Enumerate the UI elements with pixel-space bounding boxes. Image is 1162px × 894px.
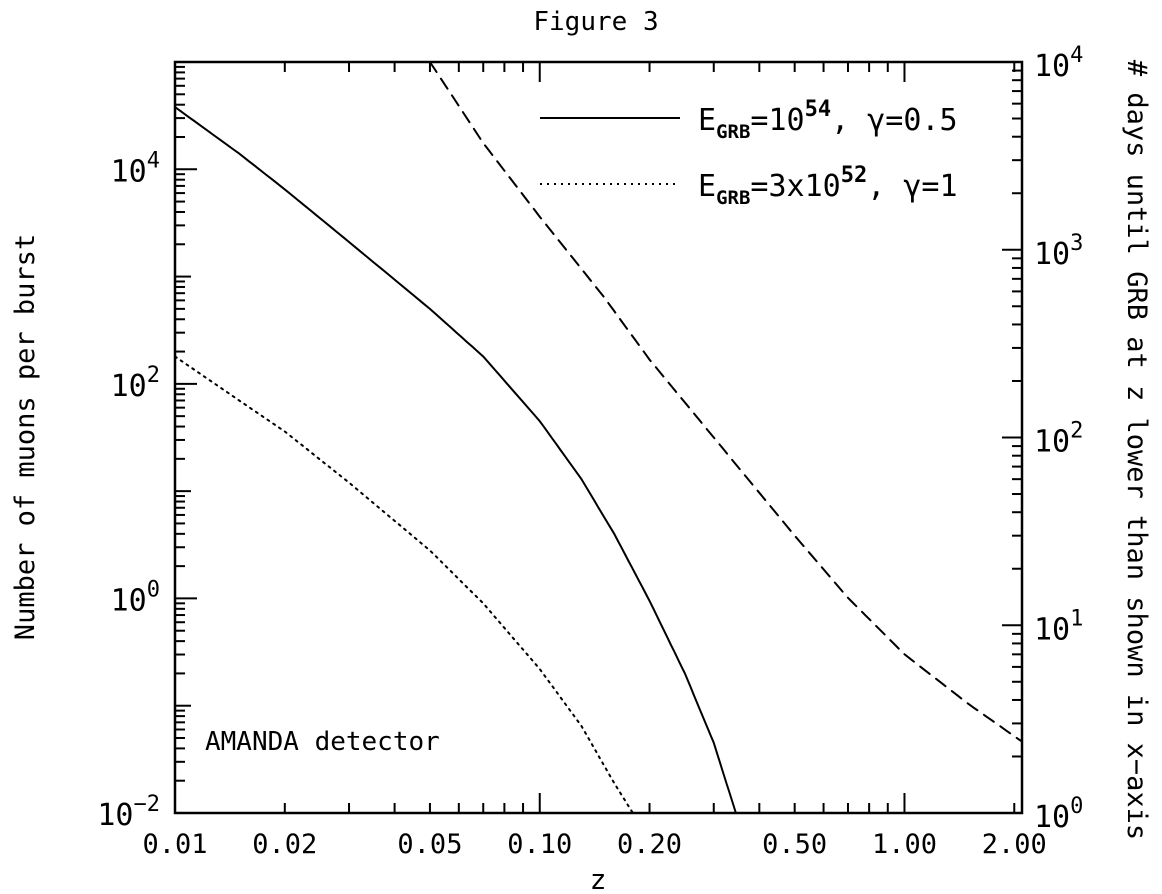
y-tick-label: 100 <box>111 577 160 618</box>
x-tick-label: 0.05 <box>397 829 462 860</box>
y2-tick-label: 100 <box>1034 794 1083 835</box>
legend-label: EGRB=3x1052, γ=1 <box>698 163 958 209</box>
y2-tick-label: 102 <box>1034 419 1083 460</box>
y-tick-label: 10−2 <box>97 792 160 833</box>
x-tick-label: 2.00 <box>982 829 1047 860</box>
x-tick-label: 0.02 <box>252 829 317 860</box>
series-lines <box>174 61 1023 814</box>
y-tick-label: 102 <box>111 363 160 404</box>
y2-tick-label: 104 <box>1034 43 1083 84</box>
series-line-solid <box>174 106 737 814</box>
x-tick-label: 1.00 <box>872 829 937 860</box>
legend-label: EGRB=1054, γ=0.5 <box>698 97 958 143</box>
chart-title: Figure 3 <box>533 7 658 37</box>
y2-tick-label: 103 <box>1034 231 1083 272</box>
series-line-dotted <box>174 355 634 814</box>
x-tick-label: 0.50 <box>762 829 827 860</box>
legend: EGRB=1054, γ=0.5 EGRB=3x1052, γ=1 <box>540 97 958 209</box>
x-tick-label: 0.01 <box>142 829 207 860</box>
tick-marks <box>174 61 1022 814</box>
tick-labels: 0.01 0.02 0.05 0.10 0.20 0.50 1.00 2.00 10−2 100 1… <box>97 43 1083 860</box>
x-axis-label: z <box>590 863 607 894</box>
x-tick-label: 0.10 <box>507 829 572 860</box>
x-tick-label: 0.20 <box>617 829 682 860</box>
detector-annotation: AMANDA detector <box>205 727 440 757</box>
y-tick-label: 104 <box>111 148 160 189</box>
y2-tick-label: 101 <box>1034 606 1083 647</box>
y2-axis-label: # days until GRB at z lower than shown i… <box>1121 60 1152 840</box>
y-axis-label: Number of muons per burst <box>10 234 41 640</box>
series-line-dashed <box>428 61 1023 743</box>
